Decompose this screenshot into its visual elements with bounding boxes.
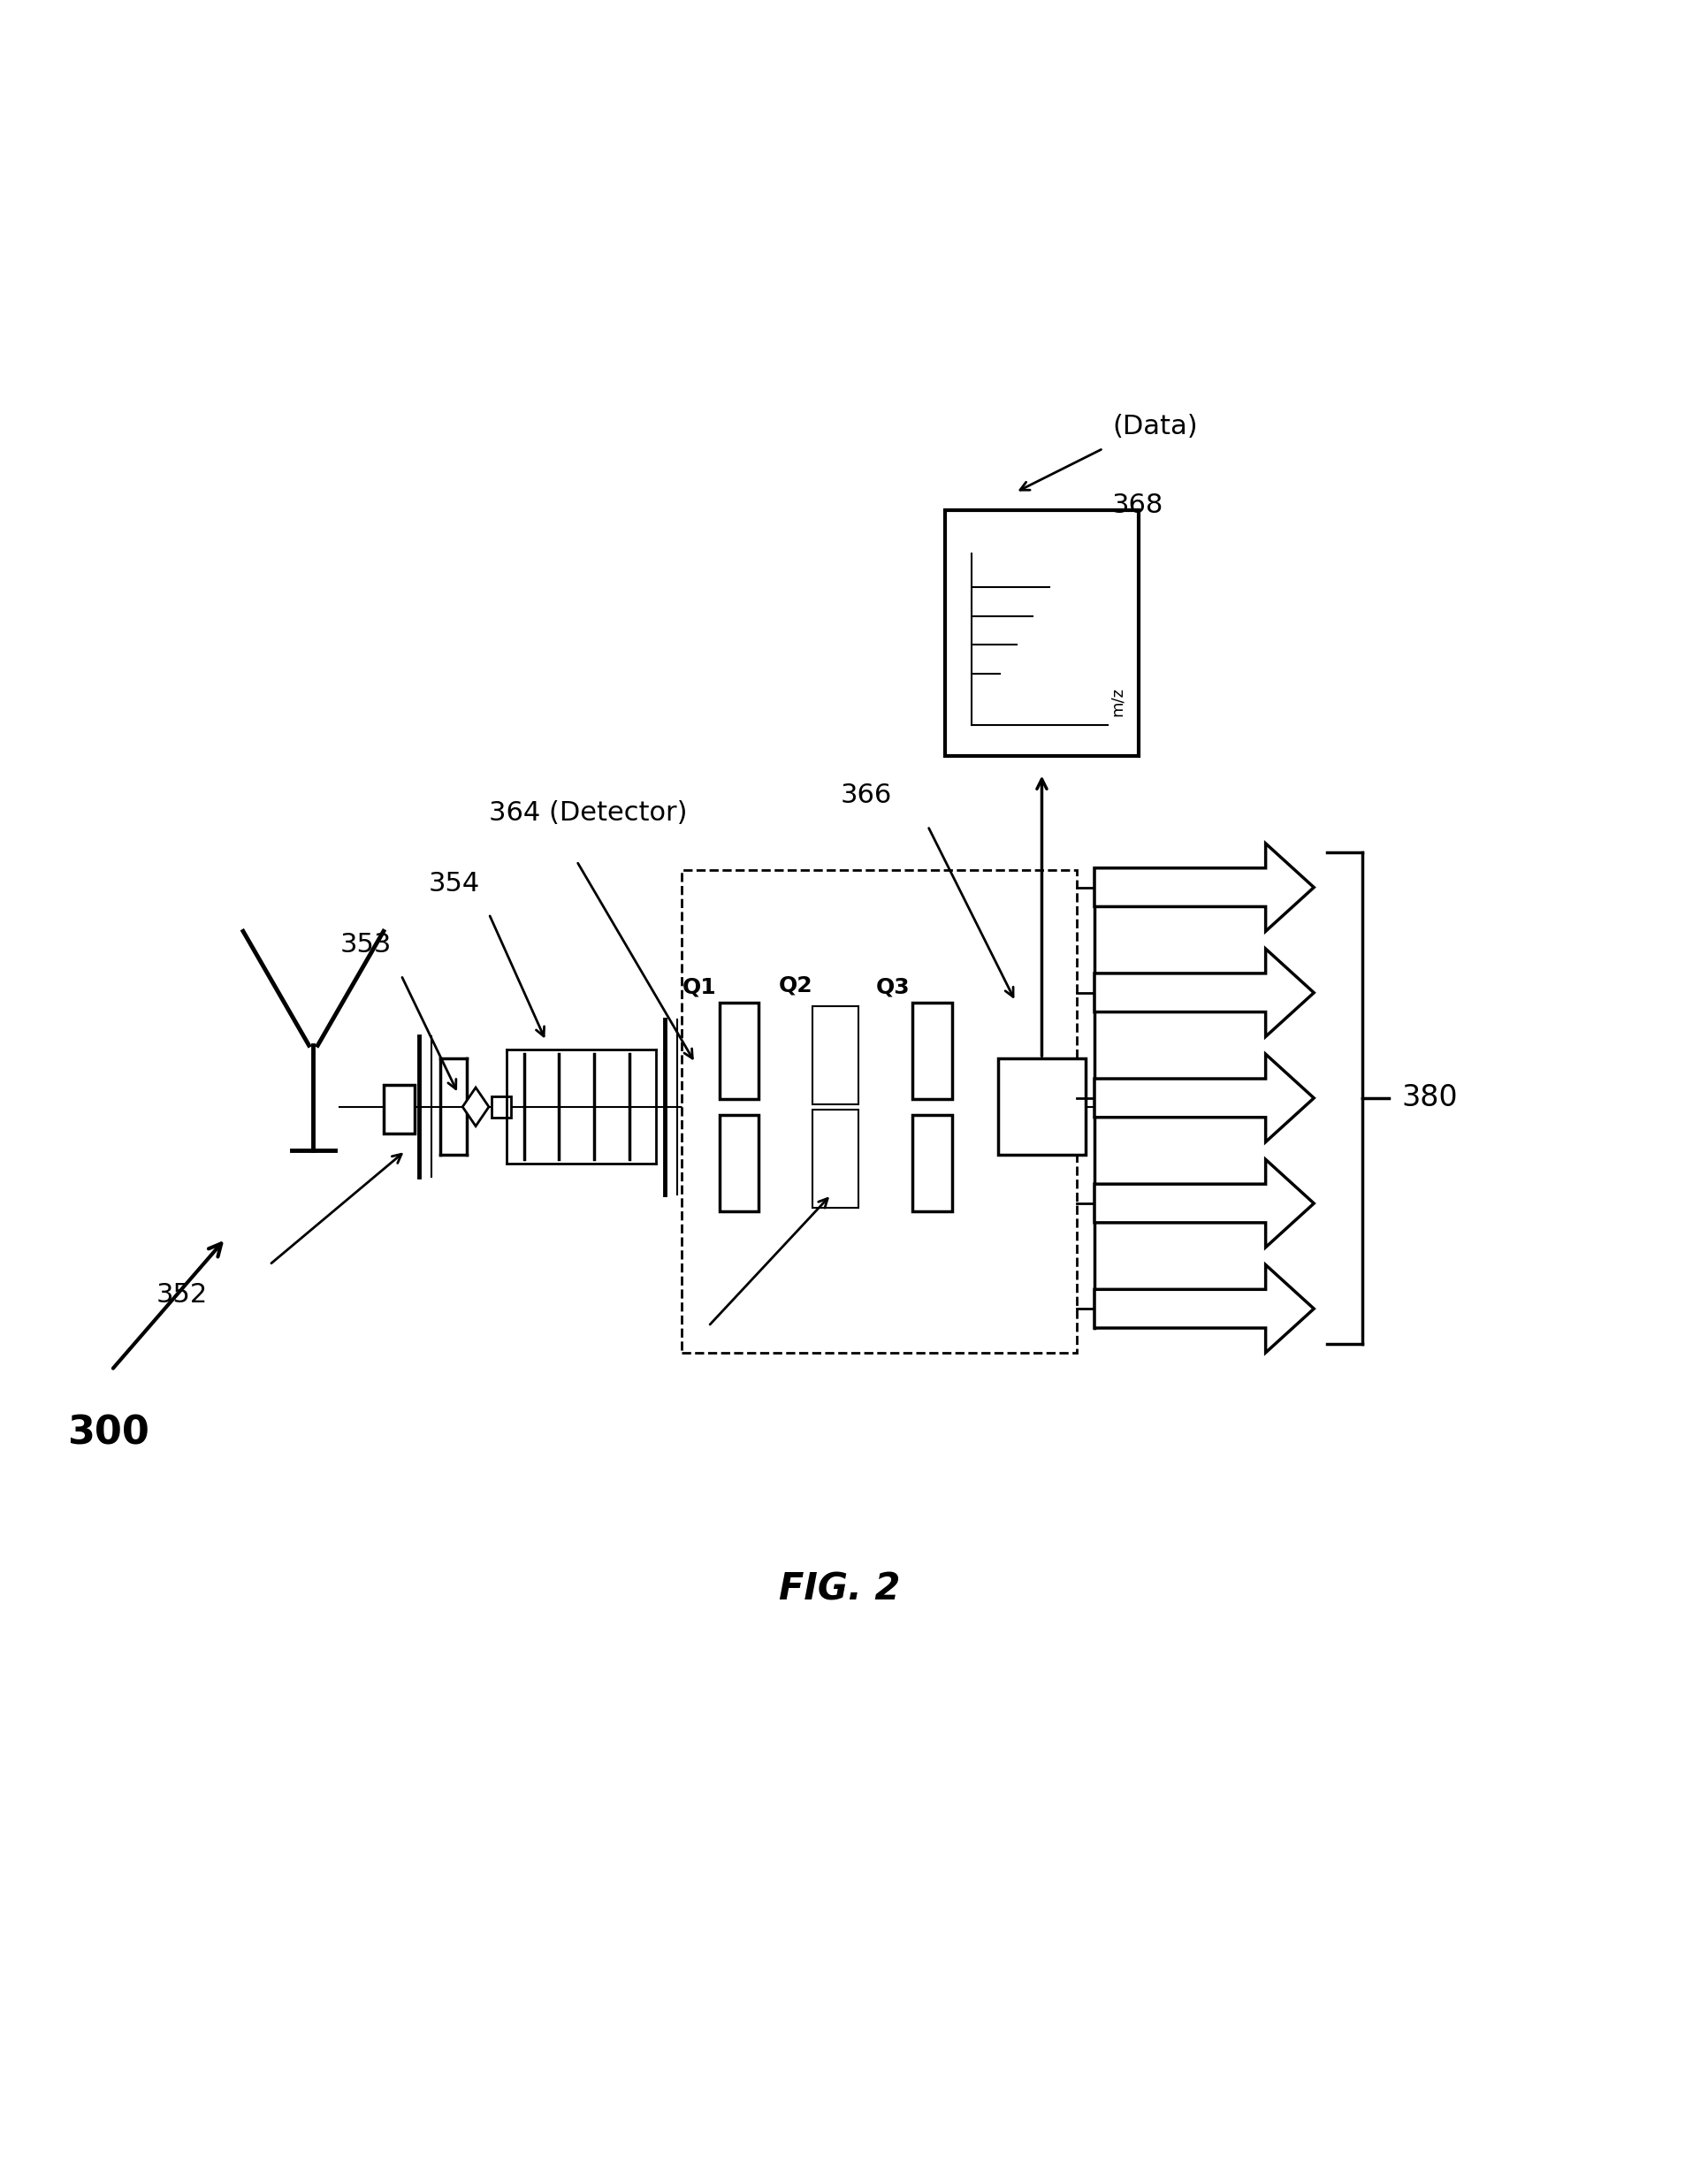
Bar [945, 509, 1138, 757]
Bar [719, 1002, 758, 1099]
Bar [719, 1114, 758, 1212]
Bar [492, 1097, 511, 1117]
Polygon shape [1093, 1160, 1313, 1247]
Bar [997, 1058, 1085, 1156]
Bar [818, 1114, 852, 1203]
Text: Q3: Q3 [874, 978, 909, 997]
Polygon shape [1093, 843, 1313, 932]
Text: 368: 368 [1112, 492, 1163, 518]
Bar [681, 869, 1076, 1353]
Text: Q1: Q1 [681, 978, 716, 997]
Text: 352: 352 [155, 1283, 207, 1307]
Text: 380: 380 [1401, 1084, 1457, 1112]
Text: 364 (Detector): 364 (Detector) [488, 800, 687, 826]
Text: (Data): (Data) [1112, 414, 1197, 440]
Bar [912, 1114, 951, 1212]
Text: 366: 366 [840, 783, 892, 809]
Bar [383, 1084, 413, 1134]
Text: 354: 354 [427, 872, 480, 895]
Polygon shape [1093, 1054, 1313, 1143]
Text: 300: 300 [68, 1414, 150, 1453]
Bar [813, 1006, 857, 1104]
Text: Q2: Q2 [779, 976, 813, 997]
Polygon shape [463, 1088, 488, 1125]
Bar [818, 1010, 852, 1099]
Text: 353: 353 [340, 932, 391, 958]
Bar [912, 1002, 951, 1099]
Polygon shape [1093, 1264, 1313, 1353]
Polygon shape [1093, 950, 1313, 1036]
Text: FIG. 2: FIG. 2 [779, 1572, 900, 1609]
Bar [813, 1110, 857, 1208]
Text: m/z: m/z [1108, 687, 1124, 715]
